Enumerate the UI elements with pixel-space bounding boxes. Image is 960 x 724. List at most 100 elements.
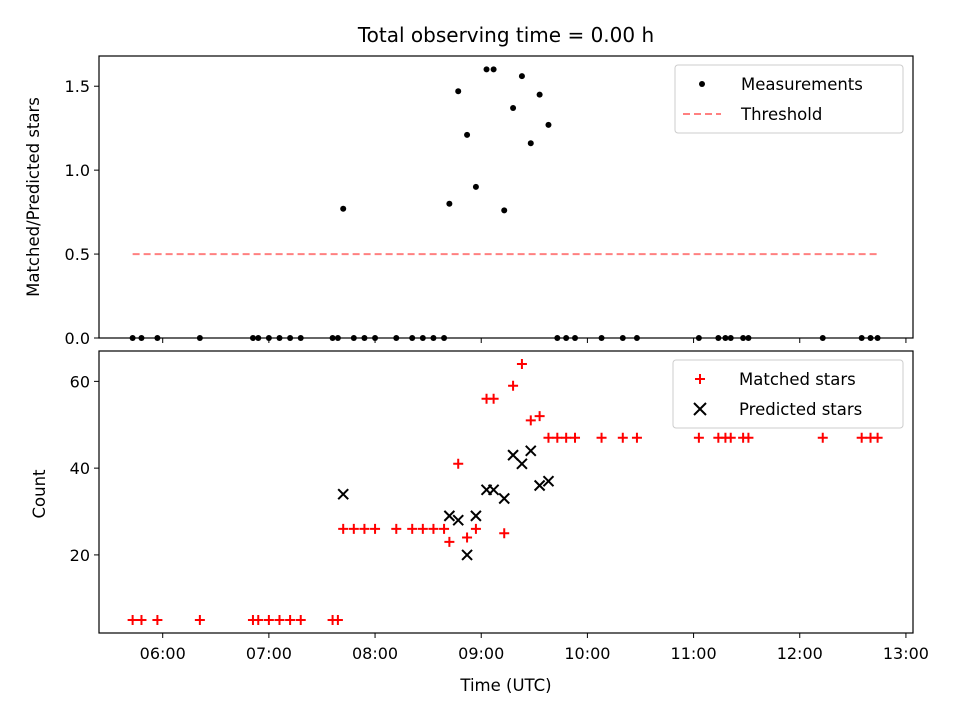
data-point: [417, 523, 428, 534]
data-point: [340, 205, 347, 212]
data-point: [483, 66, 490, 73]
legend-item: Measurements: [699, 75, 863, 94]
x-marker: [452, 514, 464, 526]
data-point: [510, 105, 517, 112]
y-tick-label: 40: [70, 459, 90, 478]
plot-frame: [98, 350, 914, 634]
plus-marker: [407, 523, 418, 534]
top-panel: 0.0 0.5 1.0 1.5 Measurements Threshold: [65, 55, 914, 348]
data-point: [472, 183, 479, 190]
data-point: [152, 614, 163, 625]
plus-marker: [499, 528, 510, 539]
plus-marker: [488, 393, 499, 404]
series-matched-stars: [127, 359, 883, 625]
plus-marker: [348, 523, 359, 534]
legend-marker: [693, 402, 707, 416]
data-point: [461, 549, 473, 561]
data-point: [518, 73, 525, 80]
data-point: [462, 532, 473, 543]
data-point: [817, 432, 828, 443]
data-point: [542, 475, 555, 487]
y-tick-label: 0.0: [65, 329, 90, 348]
x-tick-label: 07:00: [246, 644, 292, 663]
plus-marker: [617, 432, 628, 443]
y-tick-label: 1.0: [65, 161, 90, 180]
x-marker: [498, 492, 510, 505]
data-point: [295, 614, 306, 625]
x-marker: [443, 510, 456, 522]
data-point: [274, 614, 285, 625]
legend-label: Measurements: [741, 75, 863, 94]
data-point: [285, 614, 296, 625]
x-marker: [542, 475, 555, 487]
data-point: [508, 380, 519, 391]
plus-marker: [285, 614, 296, 625]
data-point: [507, 449, 519, 461]
legend: Matched stars Predicted stars: [672, 359, 904, 429]
legend: Measurements Threshold: [674, 64, 904, 134]
data-point: [455, 88, 462, 95]
data-point: [194, 614, 205, 625]
data-point: [596, 432, 607, 443]
x-marker: [533, 479, 546, 492]
data-point: [561, 432, 572, 443]
y-tick-label: 0.5: [65, 245, 90, 264]
data-point: [338, 523, 349, 534]
data-point: [552, 432, 563, 443]
plus-marker: [743, 432, 754, 443]
plus-marker: [570, 432, 581, 443]
plus-marker: [444, 536, 455, 547]
data-point: [525, 415, 536, 426]
legend-box: [674, 64, 904, 134]
plus-marker: [470, 523, 481, 534]
plus-marker: [332, 614, 343, 625]
x-tick-label: 11:00: [671, 644, 717, 663]
data-point: [391, 523, 402, 534]
legend-marker: [695, 374, 705, 384]
plus-marker: [253, 614, 264, 625]
plus-marker: [508, 380, 519, 391]
data-point: [501, 207, 508, 214]
data-point: [263, 614, 274, 625]
legend-item: Predicted stars: [693, 400, 862, 419]
data-point: [470, 510, 482, 522]
data-point: [453, 458, 464, 469]
data-point: [452, 514, 464, 526]
plus-marker: [453, 458, 464, 469]
plus-marker: [359, 523, 370, 534]
x-tick-label: 12:00: [777, 644, 823, 663]
x-marker: [470, 510, 482, 522]
data-point: [337, 488, 349, 500]
y-tick-label: 60: [70, 372, 90, 391]
data-point: [545, 121, 552, 128]
plus-marker: [391, 523, 402, 534]
data-point: [516, 458, 528, 470]
x-marker: [337, 488, 349, 500]
plus-marker: [338, 523, 349, 534]
legend-label: Predicted stars: [739, 400, 862, 419]
data-point: [428, 523, 439, 534]
plus-marker: [693, 432, 704, 443]
plus-marker: [631, 432, 642, 443]
plus-marker: [561, 432, 572, 443]
x-tick-label: 10:00: [564, 644, 610, 663]
x-marker: [525, 445, 537, 457]
plus-marker: [872, 432, 883, 443]
data-point: [856, 432, 867, 443]
data-point: [332, 614, 343, 625]
data-point: [446, 200, 453, 207]
data-point: [872, 432, 883, 443]
data-point: [370, 523, 381, 534]
legend-marker: [699, 81, 705, 87]
plus-marker: [516, 359, 527, 370]
plus-marker: [194, 614, 205, 625]
data-point: [533, 479, 546, 492]
plus-marker: [127, 614, 138, 625]
data-point: [725, 432, 736, 443]
x-axis-label: Time (UTC): [459, 676, 551, 695]
data-point: [359, 523, 370, 534]
data-point: [348, 523, 359, 534]
chart-title: Total observing time = 0.00 h: [357, 23, 654, 47]
x-marker: [516, 458, 528, 470]
plus-marker: [552, 432, 563, 443]
